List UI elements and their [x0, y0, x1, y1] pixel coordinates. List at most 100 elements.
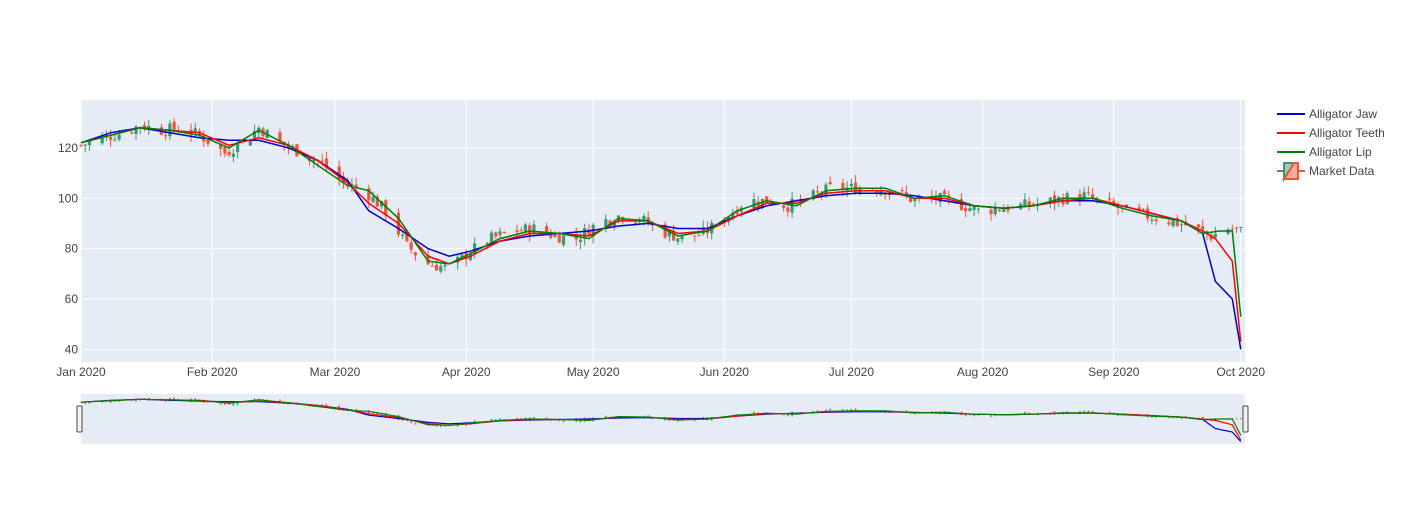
candlestick[interactable] — [1027, 196, 1031, 211]
candlestick[interactable] — [1175, 214, 1179, 228]
candlestick[interactable] — [1179, 222, 1184, 233]
candlestick[interactable] — [350, 178, 354, 192]
candlestick[interactable] — [231, 148, 235, 163]
alligator-lip-line[interactable] — [80, 126, 1242, 317]
legend-item-teeth[interactable]: Alligator Teeth — [1277, 126, 1385, 140]
candle-body — [413, 252, 417, 256]
candlestick[interactable] — [976, 207, 980, 214]
candlestick[interactable] — [413, 251, 417, 261]
rangeslider-left-handle[interactable] — [76, 405, 83, 433]
candlestick[interactable] — [1234, 226, 1239, 234]
candlestick[interactable] — [693, 235, 697, 243]
candlestick[interactable] — [583, 223, 587, 246]
candle-body — [964, 208, 968, 212]
candlestick[interactable] — [443, 263, 447, 272]
candlestick[interactable] — [528, 222, 532, 243]
candlestick[interactable] — [942, 188, 947, 195]
candlestick[interactable] — [337, 160, 341, 187]
candlestick[interactable] — [680, 235, 684, 243]
candlestick[interactable] — [498, 227, 502, 240]
candle-body — [1027, 201, 1031, 206]
rangeslider-right-handle[interactable] — [1242, 405, 1249, 433]
candle-body — [1048, 197, 1052, 203]
candlestick[interactable] — [828, 176, 832, 186]
candlestick[interactable] — [587, 224, 591, 237]
candlestick[interactable] — [1107, 191, 1112, 203]
candlestick[interactable] — [782, 204, 786, 212]
candle-body — [248, 139, 252, 146]
candlestick[interactable] — [1023, 193, 1027, 207]
candlestick[interactable] — [752, 192, 756, 209]
candlestick[interactable] — [561, 234, 566, 248]
candle-body — [1171, 220, 1175, 227]
candlestick[interactable] — [502, 231, 506, 234]
candlestick[interactable] — [532, 220, 536, 235]
candlestick[interactable] — [1239, 226, 1243, 233]
candle-body — [134, 126, 138, 134]
candle-body — [731, 212, 735, 219]
candle-body — [532, 224, 536, 235]
candlestick[interactable] — [1146, 204, 1150, 223]
legend-item-jaw[interactable]: Alligator Jaw — [1277, 107, 1377, 121]
candlestick[interactable] — [1137, 203, 1141, 213]
candlestick[interactable] — [206, 139, 210, 147]
candle-body — [968, 208, 972, 211]
candlestick[interactable] — [900, 187, 904, 195]
candle-body — [993, 208, 997, 215]
candle-body — [578, 239, 583, 242]
candlestick[interactable] — [993, 202, 997, 217]
candle-body — [1234, 227, 1239, 229]
candlestick[interactable] — [1230, 224, 1234, 232]
candlestick[interactable] — [405, 233, 409, 243]
candlestick[interactable] — [83, 143, 87, 153]
candlestick[interactable] — [79, 144, 83, 148]
candle-body — [354, 184, 358, 188]
legend-item-market-data[interactable]: Market Data — [1277, 162, 1375, 183]
candle-body — [236, 143, 240, 152]
candlestick[interactable] — [1209, 233, 1213, 243]
candlestick[interactable] — [375, 194, 379, 207]
candle-body — [608, 220, 612, 226]
candlestick[interactable] — [278, 129, 282, 143]
candlestick[interactable] — [100, 132, 104, 146]
candlestick[interactable] — [972, 205, 976, 217]
candlestick[interactable] — [578, 233, 583, 250]
candlestick[interactable] — [236, 141, 240, 159]
candlestick[interactable] — [913, 197, 917, 208]
candlestick[interactable] — [223, 142, 227, 157]
candlestick[interactable] — [430, 262, 434, 267]
legend-item-lip[interactable]: Alligator Lip — [1277, 145, 1372, 159]
candlestick[interactable] — [434, 258, 439, 271]
candle-body — [1002, 209, 1006, 213]
candlestick[interactable] — [997, 209, 1002, 213]
candlestick[interactable] — [519, 226, 523, 232]
plot-background[interactable] — [81, 100, 1245, 362]
candlestick[interactable] — [1006, 204, 1010, 214]
candle-body — [1179, 224, 1184, 226]
candle-body — [820, 193, 824, 195]
candle-body — [667, 230, 671, 237]
candle-body — [502, 232, 506, 234]
candlestick[interactable] — [1171, 220, 1175, 228]
candlestick[interactable] — [494, 231, 498, 240]
candlestick[interactable] — [604, 214, 608, 232]
candle-body — [545, 226, 549, 234]
candlestick[interactable] — [401, 232, 405, 240]
candlestick[interactable] — [989, 206, 993, 221]
candlestick[interactable] — [1086, 186, 1090, 196]
candlestick[interactable] — [409, 239, 413, 254]
candlestick[interactable] — [765, 196, 769, 204]
candlestick[interactable] — [371, 191, 375, 204]
candlestick[interactable] — [473, 237, 477, 259]
candle-body — [1196, 224, 1201, 228]
candlestick[interactable] — [252, 124, 257, 139]
candlestick[interactable] — [676, 238, 680, 246]
candle-body — [100, 135, 104, 144]
candlestick[interactable] — [439, 263, 443, 274]
candlestick[interactable] — [815, 185, 820, 195]
alligator-jaw-line[interactable] — [80, 126, 1242, 350]
candlestick[interactable] — [1167, 219, 1171, 227]
candlestick[interactable] — [219, 143, 223, 157]
candle-body — [409, 242, 413, 250]
candlestick[interactable] — [841, 178, 845, 197]
